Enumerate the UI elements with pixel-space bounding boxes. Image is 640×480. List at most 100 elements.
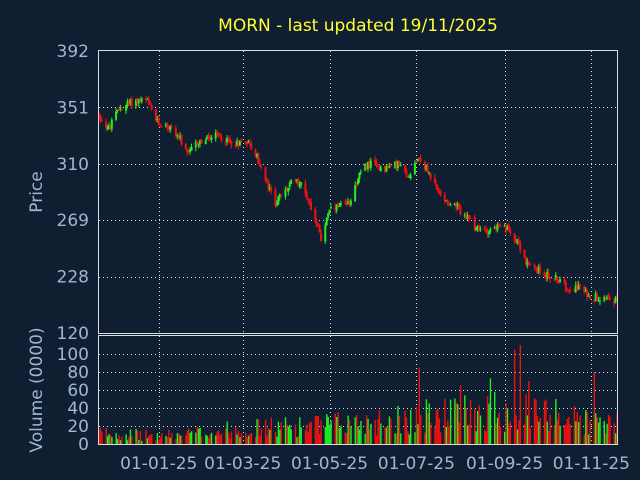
candle-body bbox=[603, 296, 606, 301]
candle-body bbox=[197, 144, 200, 146]
candle-body bbox=[524, 257, 527, 265]
candle-body bbox=[324, 224, 327, 242]
volume-bar bbox=[276, 436, 278, 444]
volume-bar bbox=[390, 418, 392, 444]
volume-bar bbox=[449, 399, 452, 444]
volume-bar bbox=[126, 440, 129, 444]
candle-body bbox=[109, 125, 112, 130]
volume-bar bbox=[474, 408, 476, 444]
volume-bar bbox=[185, 435, 187, 444]
candle-body bbox=[248, 142, 251, 144]
volume-bar bbox=[136, 430, 139, 444]
volume-bar bbox=[394, 433, 396, 444]
candle-body bbox=[547, 272, 550, 278]
volume-bar bbox=[400, 433, 402, 444]
volume-bar bbox=[374, 420, 376, 444]
volume-bar bbox=[289, 424, 291, 444]
candle-body bbox=[228, 138, 231, 142]
volume-bar bbox=[454, 398, 456, 444]
volume-bar bbox=[410, 409, 412, 444]
volume-bar bbox=[360, 421, 362, 444]
candle-body bbox=[433, 178, 436, 184]
volume-bar bbox=[219, 434, 221, 444]
candle-body bbox=[179, 135, 182, 139]
candle-body bbox=[358, 172, 361, 180]
volume-bar bbox=[131, 435, 133, 444]
candle-body bbox=[428, 172, 431, 174]
candle-body bbox=[115, 111, 118, 120]
candle-body bbox=[119, 108, 122, 110]
candle-body bbox=[445, 200, 448, 202]
volume-bar bbox=[589, 419, 591, 444]
candle-body bbox=[120, 109, 123, 111]
candle-body bbox=[237, 140, 240, 147]
volume-bar bbox=[320, 420, 322, 444]
candle-body bbox=[487, 231, 490, 234]
candle-body bbox=[594, 293, 597, 302]
volume-bar bbox=[158, 439, 160, 444]
candle-body bbox=[297, 178, 300, 186]
candle-body bbox=[280, 195, 283, 197]
volume-bar bbox=[603, 421, 605, 444]
volume-bar bbox=[605, 433, 607, 444]
volume-tick-label: 0 bbox=[78, 435, 89, 455]
candle-body bbox=[359, 171, 362, 173]
candle-body bbox=[423, 162, 426, 170]
candle-body bbox=[505, 224, 507, 231]
volume-bar bbox=[408, 434, 411, 444]
volume-bar bbox=[306, 424, 308, 444]
volume-bar bbox=[573, 406, 576, 444]
volume-bar bbox=[397, 405, 399, 444]
volume-bar bbox=[169, 437, 171, 444]
candle-body bbox=[186, 149, 189, 153]
volume-bar bbox=[287, 426, 290, 444]
volume-axis-label: Volume (0000) bbox=[27, 327, 47, 452]
candle-body bbox=[288, 182, 291, 188]
candle-body bbox=[176, 135, 179, 137]
volume-bar bbox=[330, 420, 332, 444]
candle-body bbox=[140, 98, 143, 102]
candle-body bbox=[517, 240, 520, 243]
volume-bar bbox=[518, 420, 520, 444]
candle-body bbox=[268, 187, 271, 190]
volume-bar bbox=[227, 432, 230, 444]
candle-body bbox=[354, 185, 357, 202]
volume-bar bbox=[556, 419, 559, 444]
volume-bar bbox=[354, 417, 356, 444]
candle-body bbox=[546, 271, 549, 279]
candle-body bbox=[579, 284, 581, 287]
candle-body bbox=[419, 158, 422, 162]
candle-body bbox=[315, 221, 318, 227]
volume-bar bbox=[101, 431, 103, 444]
volume-bar bbox=[368, 429, 371, 444]
volume-bar bbox=[528, 381, 530, 444]
candle-body bbox=[167, 126, 170, 129]
candle-body bbox=[338, 205, 341, 207]
volume-bar bbox=[179, 435, 181, 444]
volume-bar bbox=[508, 424, 510, 444]
candle-body bbox=[300, 182, 303, 186]
volume-bar bbox=[488, 403, 490, 444]
volume-bar bbox=[119, 440, 122, 444]
candle-body bbox=[157, 117, 160, 125]
candle-body bbox=[327, 213, 330, 218]
volume-bar bbox=[111, 437, 113, 444]
volume-bar bbox=[539, 417, 541, 444]
candle-body bbox=[379, 166, 382, 172]
candle-body bbox=[217, 133, 220, 136]
candle-body bbox=[573, 290, 576, 292]
volume-bar bbox=[195, 432, 197, 444]
volume-bar bbox=[115, 433, 117, 444]
volume-bar bbox=[270, 417, 272, 444]
candle-body bbox=[506, 226, 509, 230]
candle-body bbox=[443, 195, 446, 202]
candle-body bbox=[526, 261, 529, 265]
candle-body bbox=[386, 165, 389, 168]
candle-body bbox=[463, 215, 466, 217]
candle-body bbox=[139, 99, 142, 102]
volume-bar bbox=[519, 345, 522, 444]
candle-body bbox=[485, 229, 488, 231]
candle-body bbox=[355, 184, 358, 186]
volume-tick-label: 60 bbox=[67, 381, 89, 401]
